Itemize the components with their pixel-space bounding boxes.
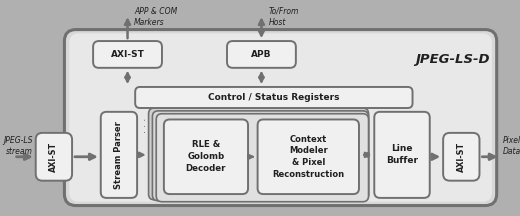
- FancyBboxPatch shape: [156, 114, 369, 202]
- Text: AXI-ST: AXI-ST: [49, 142, 58, 172]
- Text: Control / Status Registers: Control / Status Registers: [208, 93, 340, 102]
- Text: · · ·: · · ·: [141, 118, 151, 133]
- Text: Pixel
Data: Pixel Data: [502, 136, 520, 156]
- Text: APB: APB: [251, 50, 271, 59]
- Text: JPEG-LS-D: JPEG-LS-D: [415, 52, 490, 65]
- FancyBboxPatch shape: [64, 30, 497, 206]
- FancyBboxPatch shape: [443, 133, 479, 181]
- Text: Stream Parser: Stream Parser: [114, 121, 123, 189]
- FancyBboxPatch shape: [149, 108, 369, 200]
- Text: To/From
Host: To/From Host: [269, 7, 300, 27]
- Text: Line
Buffer: Line Buffer: [386, 145, 418, 165]
- FancyBboxPatch shape: [164, 119, 248, 194]
- FancyBboxPatch shape: [374, 112, 430, 198]
- Text: Context
Modeler
& Pixel
Reconstruction: Context Modeler & Pixel Reconstruction: [272, 135, 344, 179]
- FancyBboxPatch shape: [101, 112, 137, 198]
- FancyBboxPatch shape: [257, 119, 359, 194]
- Text: AXI-ST: AXI-ST: [457, 142, 466, 172]
- FancyBboxPatch shape: [135, 87, 412, 108]
- Text: AXI-ST: AXI-ST: [111, 50, 145, 59]
- FancyBboxPatch shape: [227, 41, 296, 68]
- FancyBboxPatch shape: [152, 111, 369, 201]
- FancyBboxPatch shape: [93, 41, 162, 68]
- Text: RLE &
Golomb
Decoder: RLE & Golomb Decoder: [186, 140, 226, 173]
- Text: JPEG-LS
stream: JPEG-LS stream: [3, 136, 33, 156]
- FancyBboxPatch shape: [36, 133, 72, 181]
- Text: APP & COM
Markers: APP & COM Markers: [134, 7, 177, 27]
- FancyBboxPatch shape: [69, 33, 492, 202]
